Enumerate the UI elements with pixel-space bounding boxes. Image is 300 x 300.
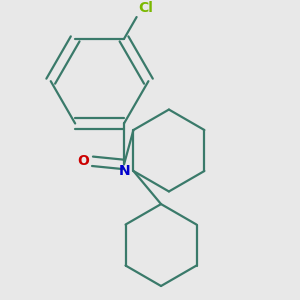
Text: Cl: Cl (138, 2, 153, 16)
Text: N: N (119, 164, 130, 178)
Text: O: O (77, 154, 89, 168)
